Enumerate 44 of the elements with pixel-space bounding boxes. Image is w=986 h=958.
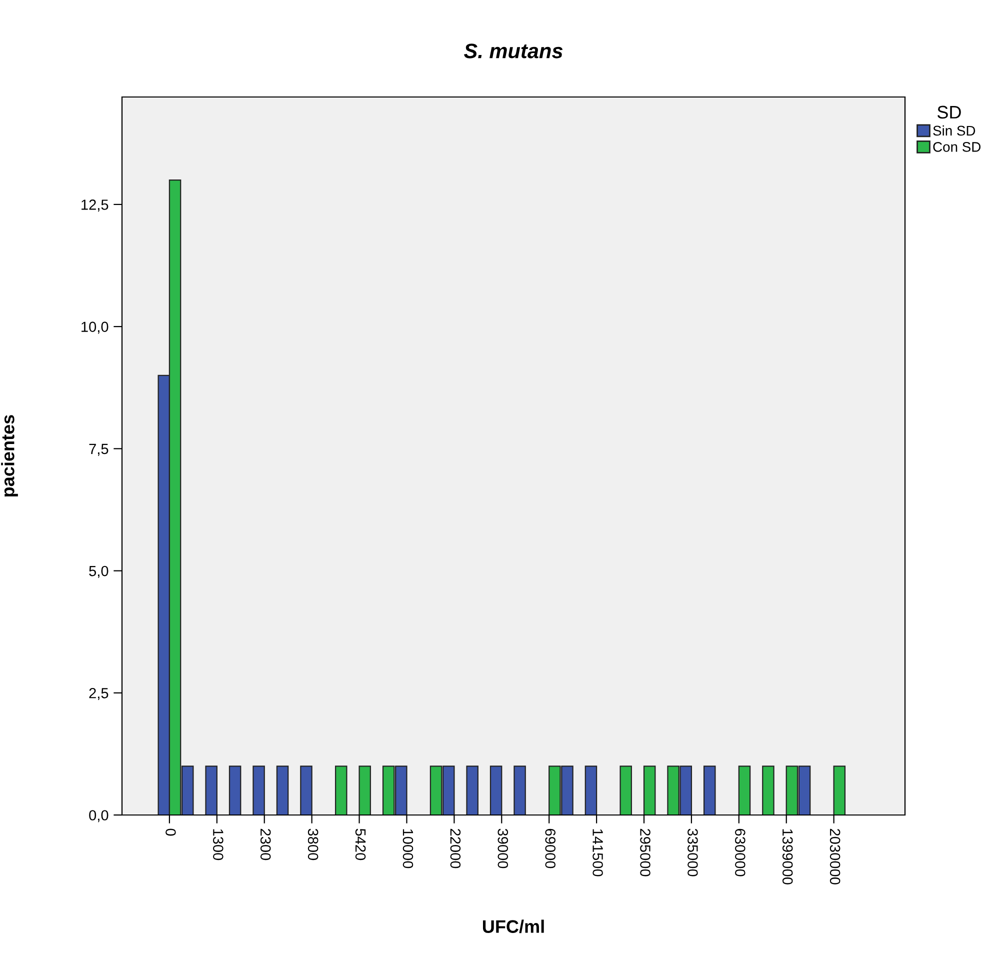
y-tick-label: 12,5 — [82, 200, 108, 212]
bar — [252, 766, 265, 815]
x-tick-label: 295000 — [640, 828, 650, 876]
chart-title: S. mutans — [464, 44, 563, 58]
x-tick-label: 10000 — [402, 829, 414, 868]
bar — [584, 766, 598, 815]
bar — [490, 766, 502, 815]
x-tick-label: 39000 — [498, 828, 508, 868]
bar — [358, 766, 371, 815]
legend-label: Con SD — [933, 142, 980, 152]
x-axis-title: UFC/ml — [482, 920, 544, 934]
y-tick-label: 0,0 — [89, 810, 108, 822]
bar — [643, 766, 656, 815]
x-tick-label: 5420 — [355, 828, 366, 860]
bar — [334, 766, 348, 815]
y-tick-label: 5,0 — [89, 566, 108, 578]
bar — [300, 766, 312, 815]
x-tick-label: 1399000 — [782, 829, 793, 884]
x-tick-label: 335000 — [688, 828, 698, 876]
legend-label: Sin SD — [933, 125, 976, 136]
bar — [466, 766, 478, 815]
bar — [738, 766, 751, 815]
bar — [514, 766, 526, 815]
bar — [276, 766, 289, 815]
x-tick-label: 69000 — [545, 828, 556, 868]
y-tick-label: 2,5 — [89, 688, 108, 700]
x-tick-label: 1300 — [212, 829, 224, 860]
x-tick-label: 22000 — [450, 828, 461, 868]
y-tick-label: 7,5 — [89, 444, 108, 456]
x-tick-label: 3800 — [308, 828, 318, 860]
legend-title: SD — [937, 106, 961, 119]
y-tick-label: 10,0 — [82, 322, 108, 334]
bar — [205, 766, 218, 815]
bar — [762, 766, 774, 815]
x-tick-label: 630000 — [734, 828, 746, 876]
bar — [703, 766, 716, 815]
x-tick-label: 2030000 — [830, 828, 840, 884]
bar — [833, 766, 846, 815]
bar — [620, 766, 632, 815]
x-tick-label: 2300 — [260, 828, 271, 860]
bar — [228, 766, 242, 815]
y-axis-title: pacientes — [1, 415, 18, 496]
x-tick-label: 0 — [166, 828, 176, 836]
x-tick-label: 141500 — [592, 829, 603, 876]
